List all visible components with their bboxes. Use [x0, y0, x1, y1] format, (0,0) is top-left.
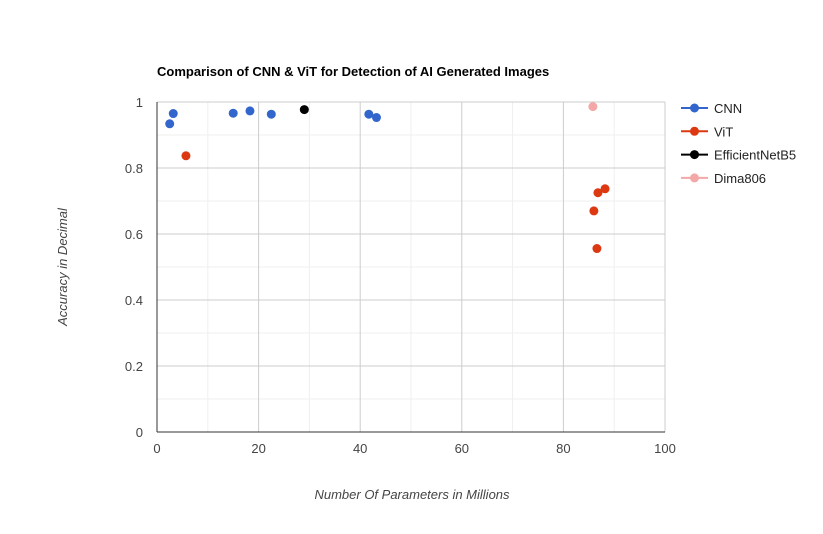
- data-points: [165, 102, 610, 254]
- legend-marker: [690, 150, 699, 160]
- axis-layer: [156, 102, 665, 433]
- legend-marker: [690, 173, 699, 183]
- legend-label: Dima806: [714, 171, 766, 186]
- legend: CNN ViT EfficientNetB5 Dima806: [681, 101, 796, 186]
- y-tick-label: 0: [136, 425, 143, 440]
- x-tick-label: 20: [251, 441, 265, 456]
- legend-item-efficientnetb5: EfficientNetB5: [681, 148, 796, 163]
- tick-labels: 0 20 40 60 80 100 0 0.2 0.4 0.6 0.8 1: [125, 95, 676, 456]
- data-point-efficientnetb5: [299, 105, 309, 115]
- chart-title: Comparison of CNN & ViT for Detection of…: [157, 64, 549, 79]
- legend-label: CNN: [714, 101, 742, 116]
- y-tick-label: 0.4: [125, 293, 143, 308]
- data-point-cnn: [245, 106, 255, 116]
- y-tick-label: 0.8: [125, 161, 143, 176]
- data-point-vit: [593, 188, 603, 198]
- data-point-cnn: [228, 108, 238, 118]
- data-point-vit: [589, 206, 599, 216]
- data-point-vit: [592, 244, 602, 254]
- grid-layer: [157, 101, 666, 432]
- y-tick-label: 0.6: [125, 227, 143, 242]
- data-point-cnn: [165, 119, 175, 129]
- x-tick-label: 40: [353, 441, 367, 456]
- x-tick-label: 80: [556, 441, 570, 456]
- y-tick-label: 0.2: [125, 359, 143, 374]
- legend-item-vit: ViT: [681, 124, 733, 139]
- x-tick-label: 0: [153, 441, 160, 456]
- legend-label: ViT: [714, 124, 733, 139]
- x-tick-label: 60: [455, 441, 469, 456]
- data-point-cnn: [371, 113, 381, 123]
- data-point-cnn: [364, 109, 374, 119]
- legend-label: EfficientNetB5: [714, 148, 796, 163]
- x-tick-label: 100: [654, 441, 676, 456]
- legend-marker: [690, 126, 699, 136]
- legend-item-cnn: CNN: [681, 101, 742, 116]
- data-point-cnn: [168, 109, 178, 119]
- legend-marker: [690, 103, 699, 113]
- legend-item-dima806: Dima806: [681, 171, 766, 186]
- y-axis-title: Accuracy in Decimal: [55, 207, 70, 327]
- data-point-dima806: [588, 102, 598, 112]
- data-point-cnn: [266, 109, 276, 119]
- data-point-vit: [600, 184, 610, 194]
- data-point-vit: [181, 151, 191, 161]
- x-axis-title: Number Of Parameters in Millions: [314, 487, 510, 502]
- y-tick-label: 1: [136, 95, 143, 110]
